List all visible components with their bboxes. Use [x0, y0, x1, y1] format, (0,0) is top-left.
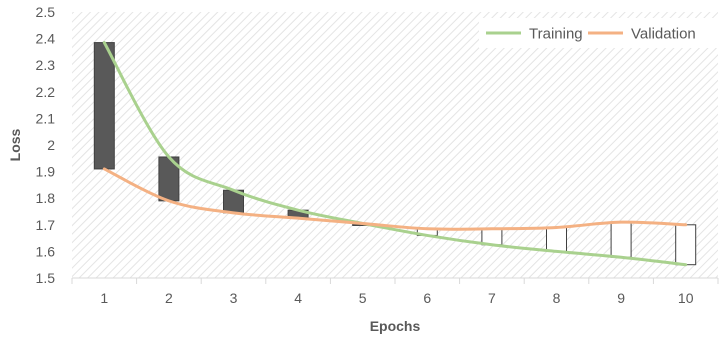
y-axis-title: Loss	[7, 128, 23, 161]
x-tick-label: 2	[165, 290, 173, 306]
x-axis-ticks: 1 2 3 4 5 6 7 8 9 10	[71, 278, 719, 306]
y-tick-label: 2	[47, 137, 55, 153]
legend-label-validation: Validation	[631, 26, 696, 43]
legend: Training Validation	[479, 18, 719, 48]
x-tick-label: 8	[553, 290, 561, 306]
y-tick-label: 2.3	[36, 57, 56, 73]
y-tick-label: 1.8	[36, 190, 56, 206]
up-bar	[610, 221, 632, 258]
x-tick-label: 1	[100, 290, 108, 306]
x-tick-label: 7	[488, 290, 496, 306]
down-bar	[93, 42, 115, 170]
y-tick-label: 1.6	[36, 243, 56, 259]
x-tick-label: 5	[359, 290, 367, 306]
y-tick-label: 2.5	[36, 4, 56, 20]
y-axis-ticks: 1.5 1.6 1.7 1.8 1.9 2 2.1 2.2 2.3 2.4 2.5	[36, 4, 56, 286]
x-tick-label: 10	[678, 290, 694, 306]
y-tick-label: 1.5	[36, 270, 56, 286]
y-tick-label: 1.7	[36, 217, 56, 233]
legend-label-training: Training	[529, 26, 583, 43]
up-bar	[675, 224, 697, 266]
up-bar	[481, 228, 503, 246]
series-line-validation	[102, 167, 688, 231]
y-tick-label: 2.4	[36, 31, 56, 47]
y-tick-label: 2.1	[36, 110, 56, 126]
series-line-training	[102, 41, 688, 267]
y-tick-label: 1.9	[36, 164, 56, 180]
y-tick-label: 2.2	[36, 84, 56, 100]
x-tick-label: 6	[423, 290, 431, 306]
x-tick-label: 3	[230, 290, 238, 306]
x-tick-label: 4	[294, 290, 302, 306]
series-lines	[102, 41, 688, 267]
plot-area	[72, 12, 718, 278]
up-bar	[546, 226, 567, 252]
x-axis-title: Epochs	[370, 318, 421, 334]
x-tick-label: 9	[617, 290, 625, 306]
